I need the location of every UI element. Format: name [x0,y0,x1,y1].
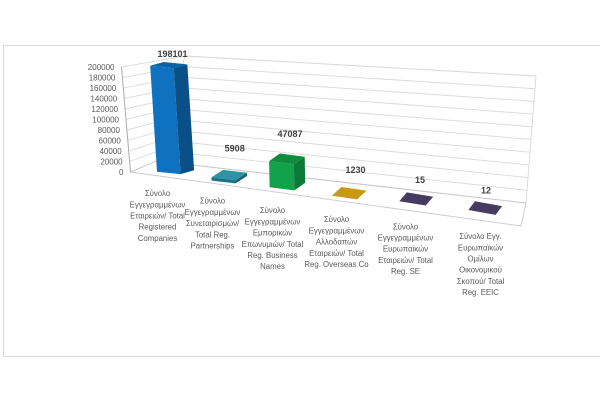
svg-text:Reg. Overseas Co: Reg. Overseas Co [304,260,369,269]
svg-text:Σύνολο Εγγ.: Σύνολο Εγγ. [459,232,502,241]
svg-text:20000: 20000 [100,157,123,166]
svg-text:5908: 5908 [225,144,245,154]
svg-text:100000: 100000 [92,115,119,124]
svg-text:Companies: Companies [138,234,178,243]
svg-text:Σκοπού/ Total: Σκοπού/ Total [457,277,505,286]
svg-text:80000: 80000 [98,126,121,135]
svg-text:47087: 47087 [277,129,302,139]
svg-text:Εταιρειών/ Total: Εταιρειών/ Total [378,256,433,265]
svg-text:Εγγεγραμμένων: Εγγεγραμμένων [245,217,301,226]
svg-text:120000: 120000 [91,105,118,114]
svg-text:Reg. SE: Reg. SE [391,267,420,276]
svg-text:Total Reg.: Total Reg. [195,230,230,239]
svg-text:Εγγεγραμμένων: Εγγεγραμμένων [185,208,241,217]
svg-text:Αλλοδαπών: Αλλοδαπών [316,238,357,247]
svg-text:60000: 60000 [99,136,122,145]
svg-text:Σύνολο: Σύνολο [393,222,419,231]
svg-text:Επωνυμιών/ Total: Επωνυμιών/ Total [242,240,304,249]
svg-text:40000: 40000 [99,147,122,156]
svg-text:200000: 200000 [88,63,115,72]
svg-text:180000: 180000 [89,73,116,82]
svg-text:Partnerships: Partnerships [191,242,235,251]
svg-text:Ομίλων: Ομίλων [467,255,493,264]
svg-text:15: 15 [415,175,425,185]
svg-text:Reg. Business: Reg. Business [247,251,297,260]
svg-text:198101: 198101 [157,49,187,59]
svg-text:Σύνολο: Σύνολο [324,215,350,224]
svg-text:Εταιρειών/ Total: Εταιρειών/ Total [130,212,185,221]
svg-text:Εγγεγραμμένων: Εγγεγραμμένων [309,226,365,235]
svg-text:Εμπορικών: Εμπορικών [253,229,292,238]
svg-text:Σύνολο: Σύνολο [145,189,171,198]
svg-text:Εγγεγραμμένων: Εγγεγραμμένων [378,234,434,243]
svg-text:Εταιρειών/ Total: Εταιρειών/ Total [309,249,364,258]
svg-text:0: 0 [119,168,124,177]
svg-text:Εγγεγραμμένων: Εγγεγραμμένων [130,200,186,209]
svg-text:140000: 140000 [90,94,117,103]
svg-text:Σύνολο: Σύνολο [260,206,286,215]
svg-text:Σύνολο: Σύνολο [200,197,226,206]
svg-text:Ευρωπαϊκών: Ευρωπαϊκών [458,243,503,252]
svg-text:Registered: Registered [139,223,177,232]
svg-text:Ευρωπαϊκών: Ευρωπαϊκών [383,245,428,254]
svg-text:1230: 1230 [345,165,365,175]
svg-text:12: 12 [481,186,491,196]
svg-text:Οικονομικού: Οικονομικού [459,266,502,275]
svg-text:Reg. EEIC: Reg. EEIC [462,288,499,297]
svg-text:Συνεταιρισμών/: Συνεταιρισμών/ [186,219,240,228]
svg-text:160000: 160000 [90,84,117,93]
svg-text:Names: Names [260,262,285,271]
